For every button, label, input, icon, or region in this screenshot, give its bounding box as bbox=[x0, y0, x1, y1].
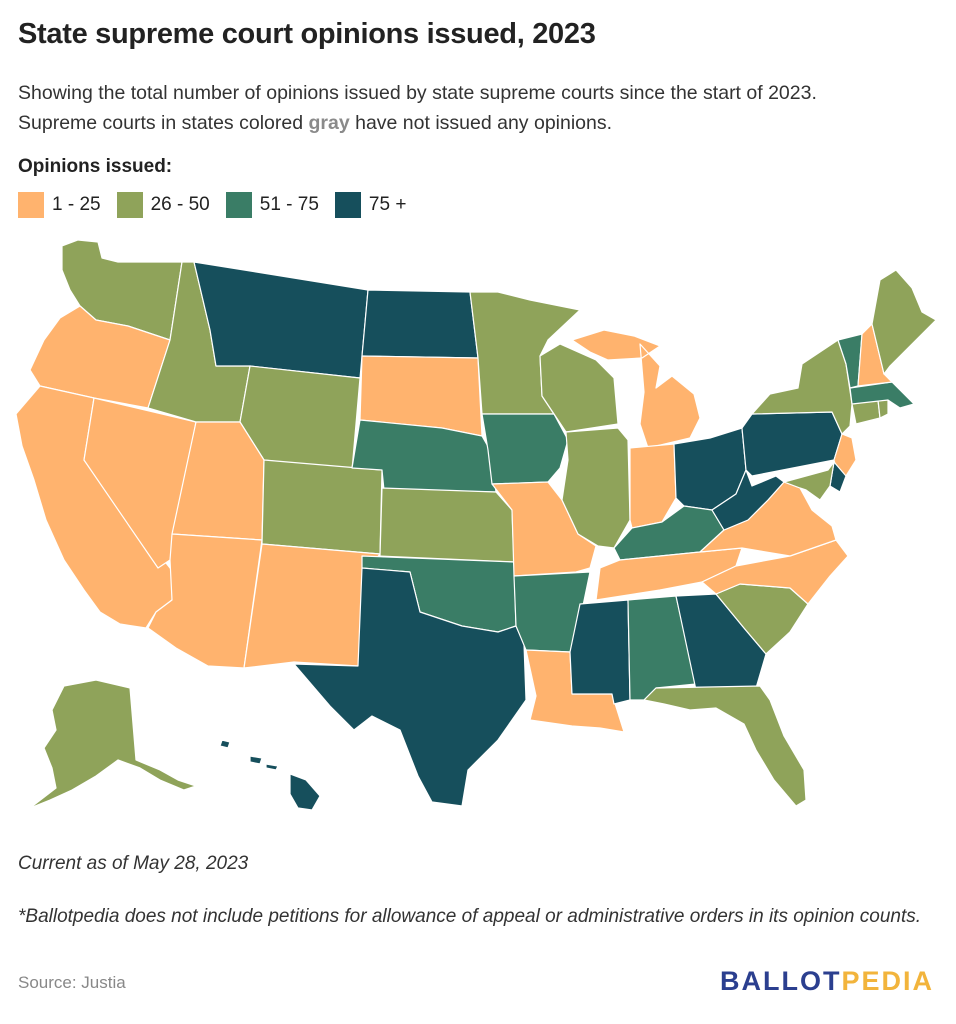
subtitle-line-2b: have not issued any opinions. bbox=[349, 112, 613, 134]
legend-item-1-25: 1 - 25 bbox=[18, 192, 101, 218]
state-CO[interactable] bbox=[261, 459, 383, 555]
logo-part-pedia: PEDIA bbox=[841, 966, 934, 996]
legend-item-26-50: 26 - 50 bbox=[116, 192, 210, 218]
state-WI[interactable] bbox=[539, 343, 619, 433]
legend-swatch bbox=[18, 192, 44, 218]
state-VT[interactable] bbox=[837, 333, 863, 389]
state-HI[interactable] bbox=[219, 739, 321, 811]
state-IN[interactable] bbox=[629, 443, 677, 529]
legend-title: Opinions issued: bbox=[18, 156, 173, 177]
as-of-date: Current as of May 28, 2023 bbox=[18, 853, 249, 874]
legend-swatch bbox=[225, 192, 252, 218]
state-NC[interactable] bbox=[701, 539, 849, 605]
state-WV[interactable] bbox=[711, 469, 785, 531]
footnote: *Ballotpedia does not include petitions … bbox=[18, 906, 922, 927]
legend-swatch bbox=[334, 192, 361, 218]
state-MO[interactable] bbox=[491, 481, 597, 577]
state-TX[interactable] bbox=[293, 567, 527, 807]
legend-swatch bbox=[116, 192, 143, 218]
ballotpedia-logo: BALLOTPEDIA bbox=[720, 966, 934, 997]
state-TN[interactable] bbox=[595, 547, 743, 601]
source-credit: Source: Justia bbox=[18, 973, 126, 992]
state-MI[interactable] bbox=[571, 329, 701, 449]
state-ND[interactable] bbox=[361, 289, 479, 359]
state-IL[interactable] bbox=[561, 427, 631, 549]
legend-label: 26 - 50 bbox=[150, 194, 210, 215]
legend-label: 51 - 75 bbox=[259, 194, 319, 215]
state-PA[interactable] bbox=[741, 411, 843, 477]
state-IA[interactable] bbox=[481, 413, 569, 485]
state-RI[interactable] bbox=[877, 399, 889, 419]
legend-item-51-75: 51 - 75 bbox=[225, 192, 319, 218]
state-MT[interactable] bbox=[193, 261, 369, 379]
legend: 1 - 25 26 - 50 51 - 75 75 + bbox=[18, 192, 422, 218]
chart-subtitle: Showing the total number of opinions iss… bbox=[18, 78, 948, 138]
state-MS[interactable] bbox=[569, 599, 631, 705]
state-AK[interactable] bbox=[29, 679, 197, 809]
subtitle-gray-word: gray bbox=[308, 112, 350, 134]
legend-label: 1 - 25 bbox=[52, 194, 101, 215]
state-ME[interactable] bbox=[871, 269, 937, 375]
legend-item-75-plus: 75 + bbox=[334, 192, 407, 218]
state-FL[interactable] bbox=[643, 685, 807, 807]
subtitle-line-1: Showing the total number of opinions iss… bbox=[18, 82, 817, 104]
legend-label: 75 + bbox=[368, 194, 407, 215]
state-KS[interactable] bbox=[379, 487, 515, 563]
subtitle-line-2a: Supreme courts in states colored bbox=[18, 112, 309, 134]
state-MA[interactable] bbox=[849, 381, 915, 409]
state-NH[interactable] bbox=[857, 323, 893, 387]
chart-title: State supreme court opinions issued, 202… bbox=[18, 18, 596, 50]
logo-part-ballot: BALLOT bbox=[719, 966, 842, 996]
state-NV[interactable] bbox=[83, 397, 197, 569]
state-MD[interactable] bbox=[783, 461, 835, 501]
us-state-map bbox=[15, 239, 937, 811]
